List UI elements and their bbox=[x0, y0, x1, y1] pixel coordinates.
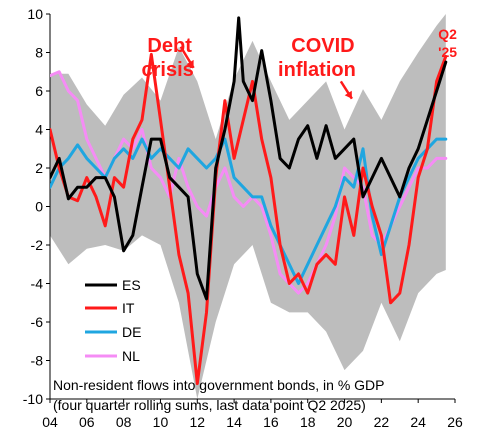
series-line-de bbox=[50, 137, 448, 285]
annotation-last-point-line-2: '25 bbox=[438, 44, 457, 60]
y-tick-label: 6 bbox=[35, 83, 43, 99]
x-tick-label: 08 bbox=[116, 414, 132, 430]
annotation-last-point-line-1: Q2 bbox=[438, 26, 457, 42]
x-tick-label: 14 bbox=[226, 414, 242, 430]
legend-label-es: ES bbox=[122, 277, 141, 293]
annotation-debt-crisis-line-2: crisis bbox=[142, 59, 194, 81]
legend-label-nl: NL bbox=[122, 348, 140, 364]
y-tick-label: -2 bbox=[31, 237, 44, 253]
y-tick-label: 10 bbox=[27, 6, 43, 22]
x-tick-label: 22 bbox=[374, 414, 390, 430]
y-tick-label: -6 bbox=[31, 314, 44, 330]
x-tick-label: 10 bbox=[153, 414, 169, 430]
y-tick-label: 8 bbox=[35, 45, 43, 61]
x-tick-label: 06 bbox=[79, 414, 95, 430]
legend-label-de: DE bbox=[122, 324, 141, 340]
series-line-it bbox=[50, 52, 448, 386]
y-tick-label: -4 bbox=[31, 276, 44, 292]
x-tick-label: 04 bbox=[42, 414, 58, 430]
range-band bbox=[50, 14, 446, 399]
x-tick-label: 24 bbox=[410, 414, 426, 430]
annotation-arrow-debt-head bbox=[186, 59, 194, 68]
y-tick-label: 2 bbox=[35, 160, 43, 176]
x-tick-label: 18 bbox=[300, 414, 316, 430]
y-tick-label: -10 bbox=[23, 391, 43, 407]
annotation-covid-inflation-line-1: COVID bbox=[291, 35, 354, 57]
x-tick-label: 20 bbox=[337, 414, 353, 430]
annotation-covid-inflation-line-2: inflation bbox=[278, 59, 356, 81]
x-tick-label: 26 bbox=[447, 414, 463, 430]
annotation-debt-crisis-line-1: Debt bbox=[147, 35, 192, 57]
annotation-arrow-covid-head bbox=[344, 90, 352, 99]
legend-label-it: IT bbox=[122, 300, 135, 316]
y-tick-label: 4 bbox=[35, 122, 43, 138]
series-line-es bbox=[50, 16, 448, 301]
chart-note-line-2: (four quarter rolling sums, last data po… bbox=[53, 397, 366, 413]
y-tick-label: -8 bbox=[31, 353, 44, 369]
x-tick-label: 12 bbox=[189, 414, 205, 430]
chart-note-line-1: Non-resident flows into government bonds… bbox=[53, 377, 385, 393]
x-tick-label: 16 bbox=[263, 414, 279, 430]
y-tick-label: 0 bbox=[35, 199, 43, 215]
